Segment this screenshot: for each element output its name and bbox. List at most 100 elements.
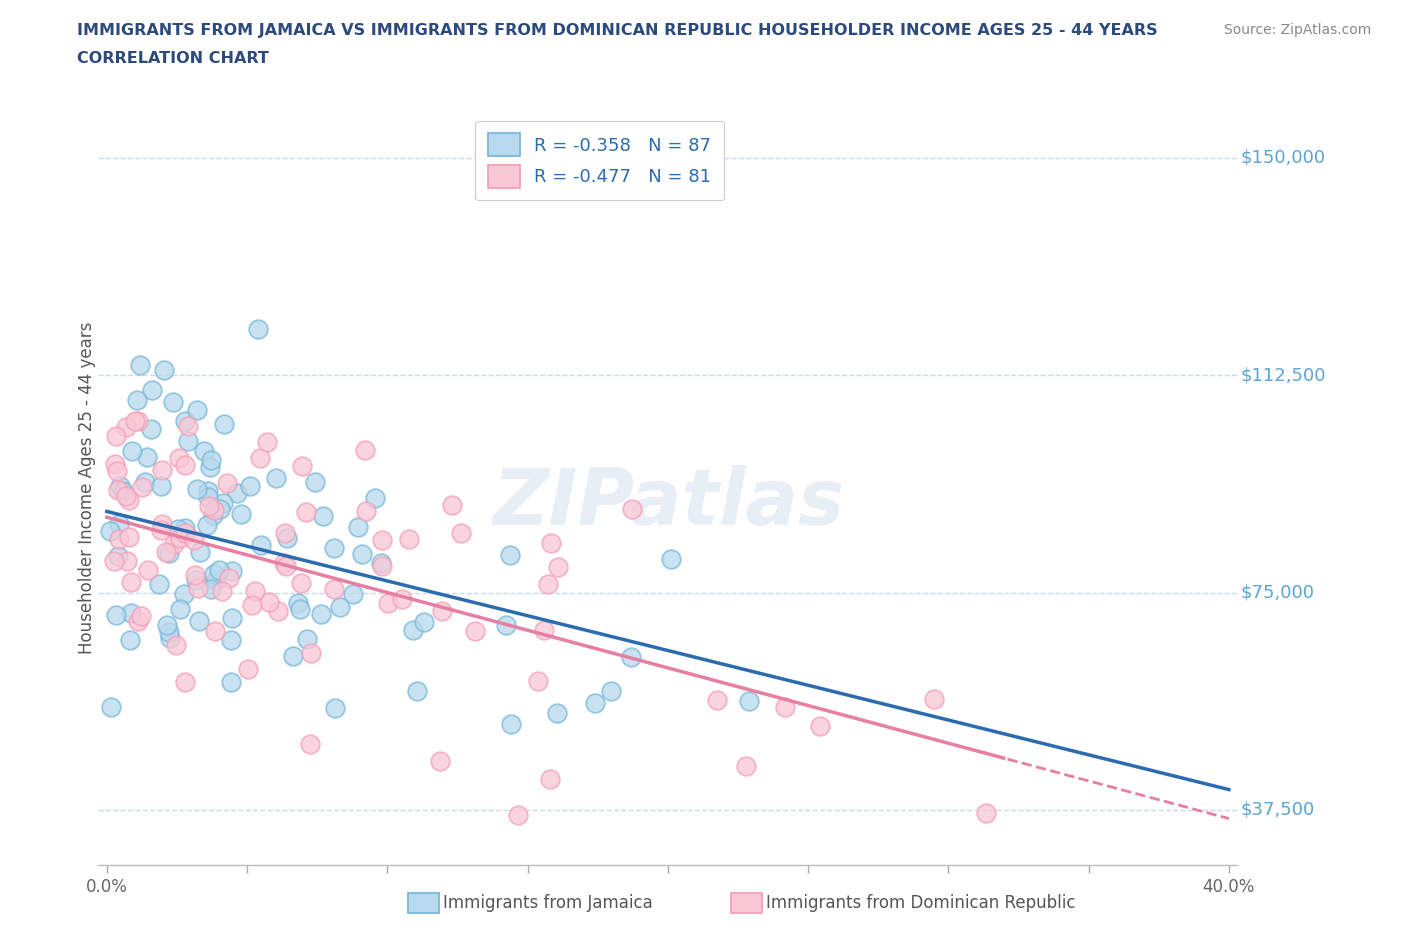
Point xyxy=(209,501,232,516)
Point xyxy=(197,484,219,498)
Point xyxy=(291,458,314,473)
Point xyxy=(405,684,427,698)
Point xyxy=(186,572,208,587)
Point xyxy=(249,450,271,465)
Point xyxy=(105,608,128,623)
Point xyxy=(229,507,252,522)
Point xyxy=(148,577,170,591)
Point xyxy=(619,650,641,665)
Point xyxy=(197,489,219,504)
Point xyxy=(150,479,173,494)
Point xyxy=(298,737,321,751)
Point xyxy=(186,481,208,496)
Point xyxy=(136,563,159,578)
Point xyxy=(323,700,346,715)
Point xyxy=(165,637,187,652)
Point xyxy=(124,414,146,429)
Point xyxy=(501,717,523,732)
Text: IMMIGRANTS FROM JAMAICA VS IMMIGRANTS FROM DOMINICAN REPUBLIC HOUSEHOLDER INCOME: IMMIGRANTS FROM JAMAICA VS IMMIGRANTS FR… xyxy=(77,23,1159,38)
Point xyxy=(193,444,215,458)
Point xyxy=(738,694,761,709)
Point xyxy=(294,505,316,520)
Point xyxy=(288,602,311,617)
Point xyxy=(167,450,190,465)
Point xyxy=(204,566,226,581)
Point xyxy=(540,536,562,551)
Point xyxy=(205,573,228,588)
Point xyxy=(176,418,198,433)
Point xyxy=(166,521,188,536)
Point xyxy=(221,611,243,626)
Point xyxy=(429,753,451,768)
Point xyxy=(120,605,142,620)
Point xyxy=(174,674,197,689)
Point xyxy=(117,553,139,568)
Text: $112,500: $112,500 xyxy=(1240,366,1326,384)
Point xyxy=(104,457,127,472)
Text: Source: ZipAtlas.com: Source: ZipAtlas.com xyxy=(1223,23,1371,37)
Point xyxy=(108,517,131,532)
Point xyxy=(350,547,373,562)
Point xyxy=(127,392,149,407)
Point xyxy=(174,521,197,536)
Point xyxy=(215,476,238,491)
Point xyxy=(287,596,309,611)
Text: $150,000: $150,000 xyxy=(1240,149,1326,167)
Point xyxy=(924,692,946,707)
Text: ZIPatlas: ZIPatlas xyxy=(492,465,844,541)
Point xyxy=(187,580,209,595)
Point xyxy=(208,563,231,578)
Point xyxy=(659,551,682,566)
Point xyxy=(200,459,222,474)
Point xyxy=(309,606,332,621)
Point xyxy=(211,583,233,598)
Point xyxy=(370,555,392,570)
Point xyxy=(190,544,212,559)
Text: $37,500: $37,500 xyxy=(1240,801,1315,818)
Point xyxy=(533,622,555,637)
Point xyxy=(264,471,287,485)
Point xyxy=(120,575,142,590)
Point xyxy=(202,503,225,518)
Point xyxy=(734,759,756,774)
Point xyxy=(276,531,298,546)
Point xyxy=(312,509,335,524)
Point xyxy=(108,531,131,546)
Point xyxy=(527,673,550,688)
Point xyxy=(153,363,176,378)
Point xyxy=(141,383,163,398)
Point xyxy=(506,807,529,822)
Point xyxy=(329,600,352,615)
Point xyxy=(354,443,377,458)
Point xyxy=(322,581,344,596)
Point xyxy=(107,463,129,478)
Point xyxy=(112,484,135,498)
Point xyxy=(204,623,226,638)
Point xyxy=(114,419,136,434)
Point xyxy=(200,581,222,596)
Point xyxy=(221,564,243,578)
Point xyxy=(117,493,139,508)
Point xyxy=(200,453,222,468)
Y-axis label: Householder Income Ages 25 - 44 years: Householder Income Ages 25 - 44 years xyxy=(79,322,96,655)
Point xyxy=(620,501,643,516)
Point xyxy=(974,806,997,821)
Text: $75,000: $75,000 xyxy=(1240,583,1315,602)
Point xyxy=(440,498,463,512)
Point xyxy=(706,692,728,707)
Point xyxy=(155,544,177,559)
Point xyxy=(201,508,224,523)
Point xyxy=(115,488,138,503)
Point xyxy=(250,538,273,552)
FancyBboxPatch shape xyxy=(731,893,762,913)
Point xyxy=(156,618,179,632)
Point xyxy=(176,433,198,448)
Point xyxy=(159,631,181,645)
Point xyxy=(188,613,211,628)
Point xyxy=(173,458,195,472)
Point xyxy=(103,553,125,568)
Text: Immigrants from Jamaica: Immigrants from Jamaica xyxy=(443,894,652,912)
Point xyxy=(323,541,346,556)
FancyBboxPatch shape xyxy=(408,893,439,913)
Point xyxy=(297,631,319,646)
